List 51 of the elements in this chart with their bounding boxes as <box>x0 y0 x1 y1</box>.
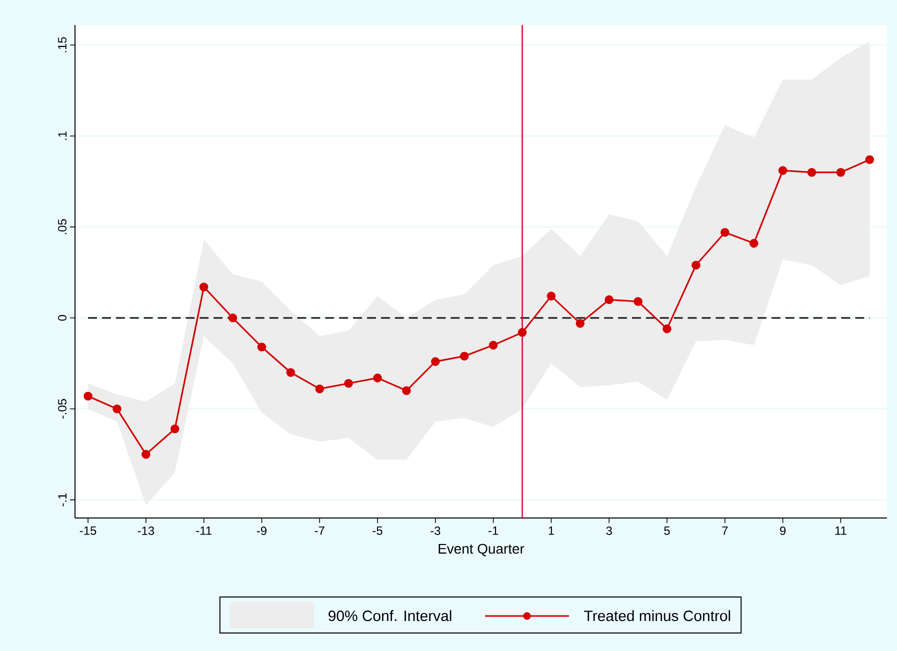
x-tick-label: -9 <box>256 526 266 535</box>
point <box>402 386 411 396</box>
point <box>84 392 92 401</box>
text: Treated minus Control <box>584 610 730 622</box>
x-tick-label: 7 <box>722 526 728 535</box>
x-tick-label: -3 <box>430 526 440 535</box>
point <box>315 384 324 394</box>
point <box>142 450 150 459</box>
point <box>344 378 353 388</box>
x-tick-label: 9 <box>780 526 786 535</box>
point <box>692 260 700 270</box>
y-tick-label: .1 <box>58 132 66 140</box>
point <box>634 297 642 306</box>
y-tick-label: .05 <box>58 219 66 234</box>
point <box>836 168 846 177</box>
x-tick-label: 3 <box>606 526 612 535</box>
point <box>488 340 498 350</box>
x-tick-label: 11 <box>835 526 846 535</box>
point <box>228 313 238 322</box>
y-tick-label: -.1 <box>58 493 66 506</box>
point <box>778 166 788 175</box>
point <box>720 228 730 237</box>
x-tick-label: -7 <box>314 526 324 535</box>
x-tick-label: -5 <box>372 526 382 535</box>
point <box>546 292 556 300</box>
text: 90% Conf. Interval <box>328 610 452 622</box>
y-tick-label: .15 <box>58 37 66 52</box>
point <box>112 404 122 414</box>
point <box>518 328 527 337</box>
x-tick-label: 1 <box>548 526 554 535</box>
point <box>604 295 614 304</box>
y-tick-label: 0 <box>58 315 66 321</box>
point <box>460 352 469 360</box>
point <box>286 368 296 377</box>
point <box>749 238 758 248</box>
point <box>373 374 382 382</box>
x-tick-label: 5 <box>664 526 670 535</box>
x-tick-label: -11 <box>196 526 212 535</box>
point <box>865 155 874 164</box>
point <box>257 342 266 352</box>
point <box>807 168 816 177</box>
x-tick-label: -15 <box>80 526 96 535</box>
point <box>576 318 585 328</box>
x-axis-title: Event Quarter <box>438 544 524 556</box>
point <box>431 357 440 366</box>
point <box>199 282 208 292</box>
point <box>662 324 672 334</box>
y-tick-label: -.05 <box>58 399 66 419</box>
x-tick-label: -13 <box>138 526 154 535</box>
x-tick-label: -1 <box>488 526 498 535</box>
point <box>170 424 180 434</box>
